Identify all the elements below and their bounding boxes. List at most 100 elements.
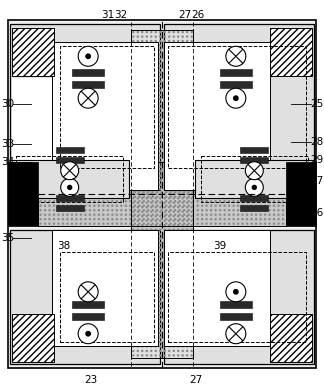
- Circle shape: [181, 206, 184, 208]
- Circle shape: [44, 182, 46, 184]
- Circle shape: [164, 336, 166, 339]
- Circle shape: [152, 177, 154, 180]
- Circle shape: [159, 184, 161, 186]
- Circle shape: [159, 246, 161, 249]
- Circle shape: [155, 229, 157, 231]
- Circle shape: [107, 168, 109, 171]
- Circle shape: [132, 103, 134, 105]
- Circle shape: [155, 296, 157, 298]
- Circle shape: [132, 139, 134, 141]
- Circle shape: [172, 300, 175, 303]
- Circle shape: [181, 31, 184, 33]
- Circle shape: [177, 233, 179, 236]
- Circle shape: [132, 166, 134, 168]
- Circle shape: [181, 341, 184, 343]
- Circle shape: [179, 209, 181, 211]
- Circle shape: [224, 209, 226, 211]
- Circle shape: [155, 166, 157, 168]
- Circle shape: [150, 282, 153, 285]
- Circle shape: [159, 224, 161, 226]
- Circle shape: [48, 191, 51, 193]
- Circle shape: [141, 287, 144, 289]
- Circle shape: [177, 161, 179, 163]
- Circle shape: [237, 173, 239, 176]
- Circle shape: [133, 218, 136, 220]
- Circle shape: [168, 300, 170, 303]
- Circle shape: [71, 209, 73, 211]
- Circle shape: [186, 282, 188, 285]
- Circle shape: [161, 209, 163, 211]
- Bar: [38, 162, 286, 226]
- Circle shape: [129, 182, 132, 184]
- Circle shape: [155, 49, 157, 51]
- Circle shape: [177, 332, 179, 334]
- Circle shape: [71, 177, 73, 180]
- Circle shape: [186, 255, 188, 258]
- Circle shape: [141, 305, 144, 307]
- Circle shape: [155, 94, 157, 96]
- Circle shape: [191, 354, 193, 356]
- Circle shape: [228, 222, 230, 225]
- Circle shape: [132, 53, 134, 56]
- Circle shape: [145, 179, 148, 181]
- Circle shape: [186, 139, 188, 141]
- Circle shape: [132, 238, 134, 240]
- Circle shape: [177, 323, 179, 325]
- Circle shape: [141, 62, 144, 65]
- Circle shape: [232, 195, 235, 198]
- Circle shape: [172, 224, 175, 226]
- Circle shape: [71, 204, 73, 207]
- Circle shape: [125, 173, 127, 176]
- Circle shape: [111, 164, 113, 167]
- Circle shape: [282, 177, 284, 180]
- Circle shape: [186, 148, 188, 150]
- Bar: [220, 313, 252, 320]
- Circle shape: [255, 222, 257, 225]
- Circle shape: [219, 213, 221, 216]
- Circle shape: [241, 177, 244, 180]
- Circle shape: [137, 67, 139, 69]
- Circle shape: [107, 222, 109, 225]
- Circle shape: [137, 278, 139, 280]
- Circle shape: [177, 197, 179, 199]
- Circle shape: [125, 186, 127, 189]
- Circle shape: [120, 177, 122, 180]
- Circle shape: [66, 213, 69, 216]
- Circle shape: [137, 170, 139, 172]
- Circle shape: [116, 213, 118, 216]
- Circle shape: [161, 182, 163, 184]
- Circle shape: [172, 255, 175, 258]
- Circle shape: [150, 103, 153, 105]
- Circle shape: [186, 103, 188, 105]
- Circle shape: [228, 191, 230, 193]
- Circle shape: [57, 164, 60, 167]
- Circle shape: [48, 218, 51, 220]
- Circle shape: [191, 49, 193, 51]
- Circle shape: [168, 251, 170, 254]
- Circle shape: [196, 213, 199, 216]
- Circle shape: [181, 291, 184, 294]
- Circle shape: [177, 166, 179, 168]
- Circle shape: [137, 202, 139, 204]
- Circle shape: [268, 222, 271, 225]
- Circle shape: [259, 218, 262, 220]
- Circle shape: [172, 80, 175, 83]
- Circle shape: [164, 269, 166, 271]
- Circle shape: [145, 71, 148, 74]
- Circle shape: [132, 224, 134, 226]
- Circle shape: [164, 143, 166, 145]
- Circle shape: [177, 341, 179, 343]
- Circle shape: [150, 354, 153, 356]
- Circle shape: [66, 218, 69, 220]
- Circle shape: [186, 89, 188, 92]
- Circle shape: [214, 182, 217, 184]
- Circle shape: [181, 229, 184, 231]
- Circle shape: [205, 200, 208, 202]
- Circle shape: [155, 103, 157, 105]
- Circle shape: [168, 246, 170, 249]
- Circle shape: [98, 195, 100, 198]
- Bar: [60, 252, 154, 342]
- Circle shape: [107, 164, 109, 167]
- Circle shape: [137, 273, 139, 276]
- Circle shape: [241, 222, 244, 225]
